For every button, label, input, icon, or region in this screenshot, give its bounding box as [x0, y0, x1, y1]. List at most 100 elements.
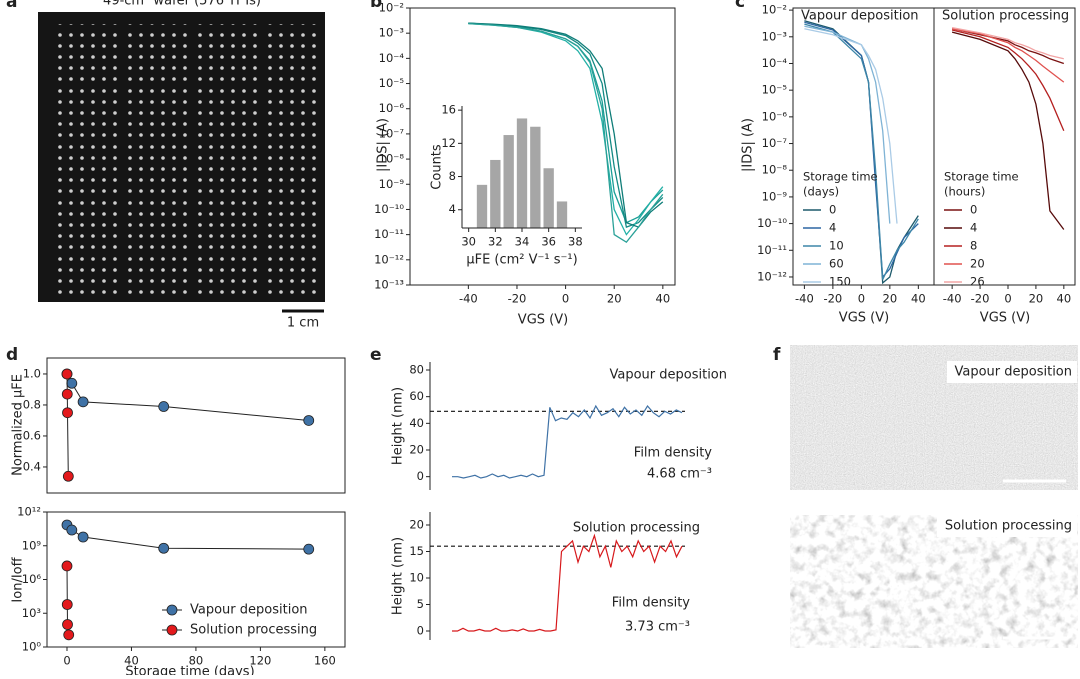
x-tick-label: 0	[1004, 292, 1011, 306]
data-point	[61, 599, 73, 610]
legend-label: 4	[829, 221, 836, 235]
x-tick-label: 0	[858, 292, 865, 306]
y-tick-label: 10⁻⁹	[379, 177, 405, 191]
legend-label: 10	[829, 239, 844, 253]
data-line	[804, 23, 919, 280]
data-line	[951, 28, 1065, 83]
y-tick-label: 0	[417, 623, 424, 637]
data-point	[61, 560, 73, 572]
y-tick-label: 0	[417, 469, 424, 483]
panel-letter: a	[6, 0, 17, 12]
image-label-box	[937, 515, 1077, 537]
x-axis-label: VGS (V)	[980, 311, 1030, 326]
annotation: 4.68 cm⁻³	[647, 467, 712, 482]
y-tick-label: 10⁻⁴	[762, 56, 788, 70]
histogram-bar	[476, 184, 488, 228]
x-tick-label: 20	[1029, 292, 1044, 306]
y-tick-label: 10⁻⁸	[762, 163, 788, 177]
data-line	[804, 28, 898, 224]
y-axis-label: |IDS| (A)	[376, 118, 391, 172]
x-tick-label: 0	[63, 654, 70, 668]
y-tick-label: 4	[449, 202, 456, 216]
y-tick-label: 10¹²	[17, 505, 41, 519]
y-tick-label: 10⁰	[22, 640, 42, 654]
panel-letter: b	[370, 0, 382, 12]
axes-frame	[933, 7, 1076, 286]
x-tick-label: 30	[461, 235, 476, 249]
x-tick-label: 36	[541, 235, 556, 249]
x-tick-label: -40	[795, 292, 814, 306]
histogram-bar	[556, 201, 568, 228]
data-point	[158, 542, 170, 554]
image-label-box	[947, 361, 1077, 383]
x-tick-label: 38	[568, 235, 583, 249]
y-tick-label: 10⁻⁴	[379, 51, 405, 65]
x-tick-label: 32	[488, 235, 503, 249]
x-tick-label: 160	[314, 654, 336, 668]
y-tick-label: 10⁹	[22, 538, 42, 552]
x-axis-label: VGS (V)	[839, 311, 889, 326]
data-point	[66, 377, 78, 389]
x-tick-label: 34	[515, 235, 530, 249]
y-tick-label: 60	[409, 389, 424, 403]
y-tick-label: 0.4	[23, 459, 41, 473]
data-point	[77, 531, 89, 543]
x-tick-label: -40	[943, 292, 962, 306]
y-tick-label: 12	[441, 136, 456, 150]
axes-frame	[46, 357, 346, 494]
y-tick-label: 10⁻⁸	[379, 152, 405, 166]
x-axis-label: VGS (V)	[518, 313, 568, 328]
histogram-bar	[530, 126, 541, 228]
y-tick-label: 10	[409, 570, 424, 584]
legend-marker	[166, 624, 178, 636]
y-tick-label: 10⁻²	[379, 1, 404, 15]
data-point	[303, 543, 315, 555]
legend-title: Storage time	[803, 170, 878, 184]
inset-x-label: μFE (cm² V⁻¹ s⁻¹)	[466, 253, 577, 268]
image-title: 49-cm² wafer (576 TFTs)	[103, 0, 261, 9]
x-tick-label: 40	[911, 292, 926, 306]
x-tick-label: -20	[508, 292, 527, 306]
data-line	[468, 22, 664, 244]
y-tick-label: 10³	[22, 606, 42, 620]
data-point	[61, 368, 73, 380]
panel-letter: f	[773, 345, 781, 365]
legend-label: 4	[970, 221, 977, 235]
y-tick-label: 20	[409, 517, 424, 531]
y-tick-label: 20	[409, 443, 424, 457]
histogram-bar	[490, 159, 501, 228]
y-tick-label: 10⁻³	[762, 29, 788, 43]
y-tick-label: 10⁻¹²	[374, 252, 404, 266]
data-point	[158, 401, 170, 412]
data-point	[62, 619, 73, 630]
data-point	[62, 407, 73, 419]
x-tick-label: -20	[971, 292, 990, 306]
histogram-bar	[543, 168, 554, 228]
data-line	[951, 29, 1065, 132]
y-axis-label: Ion/Ioff	[11, 556, 26, 602]
x-tick-label: 0	[562, 292, 569, 306]
y-axis-label: Height (nm)	[391, 537, 406, 615]
legend-label: 0	[829, 203, 836, 217]
y-tick-label: 5	[417, 597, 424, 611]
height-profile	[452, 533, 683, 632]
legend-label: 26	[970, 275, 985, 289]
legend-title: Storage time	[944, 170, 1019, 184]
y-tick-label: 10⁻¹²	[757, 269, 787, 283]
y-tick-label: 10⁻³	[379, 26, 405, 40]
sem-image	[790, 515, 1078, 648]
x-tick-label: -40	[459, 292, 478, 306]
histogram-bar	[516, 118, 528, 228]
y-tick-label: 10⁻¹³	[374, 278, 404, 292]
axes-frame	[409, 7, 676, 286]
data-point	[63, 629, 75, 641]
data-point	[62, 470, 74, 482]
annotation: Film density	[634, 446, 713, 461]
y-tick-label: 10⁻⁶	[762, 109, 788, 123]
legend-label: 8	[970, 239, 977, 253]
y-tick-label: 16	[441, 103, 456, 117]
legend-label: 60	[829, 257, 844, 271]
y-tick-label: 8	[449, 169, 456, 183]
legend-label: 0	[970, 203, 977, 217]
data-point	[66, 524, 78, 536]
